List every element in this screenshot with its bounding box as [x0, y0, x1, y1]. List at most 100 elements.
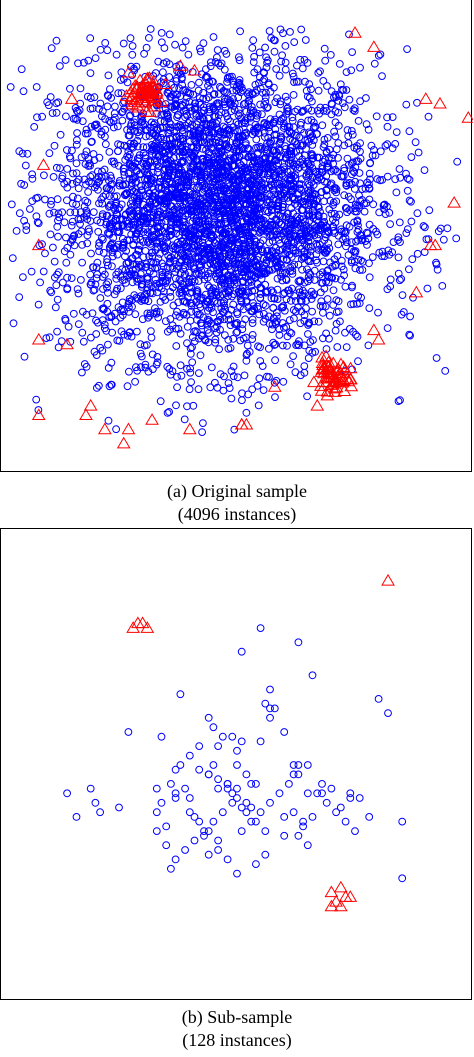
normal-point — [367, 141, 376, 150]
normal-point — [43, 98, 52, 106]
normal-point — [302, 86, 311, 95]
normal-point — [154, 57, 163, 66]
normal-point — [156, 174, 165, 183]
normal-point — [246, 270, 254, 279]
normal-point — [244, 390, 253, 399]
normal-point — [260, 310, 268, 318]
normal-point — [233, 373, 242, 382]
normal-point — [131, 126, 140, 135]
normal-point — [112, 270, 121, 279]
normal-point — [256, 142, 265, 151]
normal-point — [333, 343, 342, 351]
normal-point — [279, 302, 288, 310]
normal-point — [187, 307, 196, 316]
normal-point — [67, 221, 76, 230]
normal-point — [168, 162, 177, 171]
normal-point — [266, 685, 274, 694]
normal-point — [190, 836, 199, 845]
normal-point — [94, 227, 103, 236]
normal-point — [296, 277, 304, 286]
normal-point — [229, 300, 238, 309]
normal-point — [432, 260, 441, 269]
anomaly-point — [447, 195, 461, 208]
normal-point — [267, 286, 276, 295]
normal-point — [230, 425, 239, 434]
normal-point — [216, 150, 225, 159]
normal-point — [317, 297, 326, 306]
normal-point — [121, 252, 129, 261]
normal-point — [210, 259, 218, 268]
normal-point — [178, 81, 187, 89]
normal-point — [384, 246, 393, 255]
normal-point — [190, 235, 198, 244]
normal-point — [74, 59, 82, 68]
normal-point — [171, 324, 180, 333]
normal-point — [268, 265, 277, 274]
normal-point — [295, 234, 304, 243]
normal-point — [300, 56, 309, 64]
normal-point — [141, 125, 150, 134]
normal-point — [209, 78, 217, 86]
anomaly-point — [329, 894, 343, 907]
normal-point — [280, 831, 289, 840]
normal-point — [209, 33, 218, 41]
normal-point — [103, 211, 112, 220]
normal-point — [183, 322, 192, 331]
anomaly-point — [320, 384, 335, 397]
normal-point — [364, 125, 373, 134]
normal-point — [309, 196, 318, 204]
normal-point — [118, 265, 126, 274]
normal-point — [223, 780, 232, 788]
normal-point — [403, 186, 412, 195]
normal-point — [106, 245, 114, 253]
normal-point — [299, 817, 308, 826]
normal-point — [354, 357, 362, 366]
normal-point — [46, 230, 55, 239]
normal-point — [265, 27, 274, 35]
normal-point — [319, 257, 328, 266]
normal-point — [86, 161, 94, 170]
normal-point — [309, 291, 318, 300]
normal-point — [60, 247, 69, 256]
normal-point — [128, 50, 137, 59]
normal-point — [86, 784, 95, 793]
normal-point — [326, 258, 335, 267]
normal-point — [247, 190, 256, 199]
normal-point — [173, 67, 182, 75]
normal-point — [307, 193, 315, 202]
normal-point — [155, 308, 164, 316]
normal-point — [45, 209, 54, 218]
normal-point — [301, 136, 310, 145]
normal-point — [374, 51, 383, 60]
normal-point — [157, 29, 166, 37]
normal-point — [185, 97, 194, 106]
normal-point — [254, 156, 263, 165]
normal-point — [365, 813, 374, 821]
normal-point — [210, 90, 219, 98]
normal-point — [332, 197, 341, 206]
normal-point — [399, 308, 408, 316]
anomaly-point — [343, 890, 358, 902]
normal-point — [241, 130, 249, 138]
normal-point — [272, 308, 281, 317]
normal-point — [249, 156, 258, 165]
normal-point — [304, 180, 313, 188]
normal-point — [305, 275, 314, 284]
normal-point — [174, 170, 183, 179]
normal-point — [46, 286, 55, 295]
normal-point — [197, 225, 206, 234]
normal-point — [34, 300, 43, 309]
normal-point — [362, 120, 371, 129]
normal-point — [22, 222, 31, 230]
normal-point — [144, 279, 153, 288]
normal-point — [134, 226, 143, 234]
normal-point — [173, 307, 181, 316]
normal-point — [358, 266, 367, 274]
normal-point — [166, 325, 175, 334]
normal-point — [159, 59, 168, 68]
normal-point — [218, 732, 227, 741]
anomaly-point — [36, 158, 51, 170]
normal-point — [315, 167, 324, 176]
anomaly-point — [135, 616, 150, 629]
anomaly-point — [307, 375, 321, 388]
